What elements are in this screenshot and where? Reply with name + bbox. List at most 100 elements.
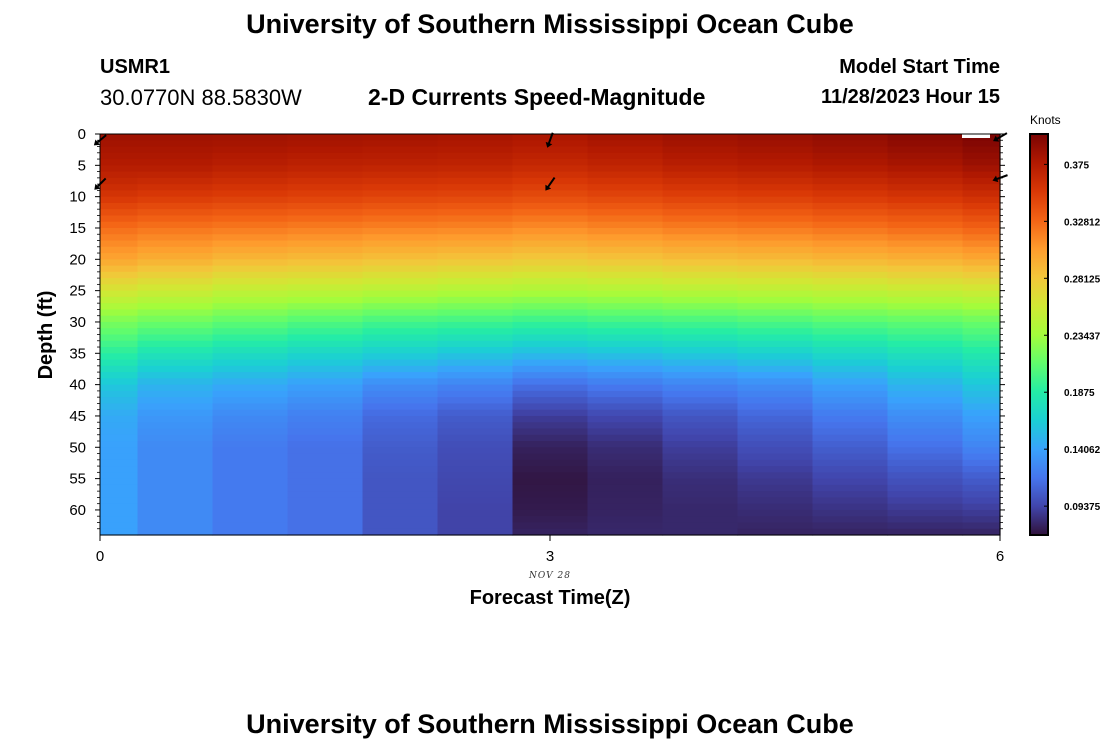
heatmap-cell [587,227,664,235]
colorbar-tick-label: 0.09375 [1064,502,1100,513]
heatmap-cell [662,365,739,373]
heatmap-cell [362,516,439,524]
heatmap-cell [887,227,964,235]
heatmap-cell [962,259,1001,267]
heatmap-cell [100,171,139,179]
heatmap-cell [962,227,1001,235]
heatmap-cell [962,221,1001,229]
heatmap-cell [587,397,664,405]
heatmap-cell [212,315,289,323]
heatmap-cell [100,334,139,342]
heatmap-cell [512,428,589,436]
heatmap-cell [812,146,889,154]
heatmap-cell [212,284,289,292]
heatmap-cell [662,246,739,254]
heatmap-cell [137,177,214,185]
heatmap-cell [737,415,814,423]
heatmap-cell [437,459,514,467]
colorbar-gradient [1029,133,1049,536]
heatmap-cell [737,390,814,398]
heatmap-cell [212,328,289,336]
heatmap-cell [100,190,139,198]
heatmap-cell [812,484,889,492]
heatmap-cell [662,428,739,436]
heatmap-cell [587,240,664,248]
heatmap-cell [137,227,214,235]
heatmap-cell [512,459,589,467]
heatmap-cell [212,196,289,204]
heatmap-cell [287,140,364,148]
heatmap-cell [587,140,664,148]
heatmap-cell [962,478,1001,486]
heatmap-cell [362,359,439,367]
heatmap-cell [512,372,589,379]
heatmap-cell [137,140,214,148]
heatmap-cell [737,441,814,448]
heatmap-cell [587,184,664,191]
heatmap-cell [362,202,439,210]
heatmap-cell [100,209,139,217]
heatmap-cell [287,177,364,185]
chart-title: University of Southern Mississippi Ocean… [246,9,854,39]
heatmap-cell [737,365,814,373]
heatmap-cell [587,328,664,336]
white-marker [962,134,990,138]
heatmap-cell [662,422,739,430]
heatmap-cell [512,403,589,411]
heatmap-cell [962,321,1001,329]
heatmap-cell [362,390,439,398]
heatmap-cell [812,459,889,467]
heatmap-cell [137,516,214,524]
heatmap-cell [512,171,589,179]
heatmap-cell [362,497,439,505]
heatmap-cell [437,328,514,336]
heatmap-cell [887,234,964,242]
heatmap-cell [100,240,139,248]
heatmap-cell [812,491,889,499]
heatmap-cell [887,240,964,248]
colorbar-tick-label: 0.140625 [1064,445,1100,456]
heatmap-cell [100,434,139,442]
heatmap-cell [137,234,214,242]
heatmap-cell [212,253,289,260]
heatmap-cell [962,290,1001,298]
heatmap-cell [437,334,514,342]
heatmap-cell [512,215,589,223]
heatmap-cell [587,303,664,311]
heatmap-cell [662,240,739,248]
heatmap-cell [437,140,514,148]
heatmap-cell [662,265,739,273]
heatmap-cell [512,478,589,486]
heatmap-cell [137,265,214,273]
heatmap-cell [887,528,964,536]
heatmap-cell [287,497,364,505]
heatmap-cell [512,202,589,210]
x-axis-label: Forecast Time(Z) [470,587,631,609]
heatmap-cell [812,434,889,442]
heatmap-cell [137,340,214,348]
heatmap-cell [100,390,139,398]
heatmap-cell [437,303,514,311]
heatmap-cell [212,140,289,148]
heatmap-cell [100,384,139,392]
heatmap-cell [212,478,289,486]
heatmap-cell [587,259,664,267]
heatmap-cell [887,259,964,267]
heatmap-cell [962,491,1001,499]
heatmap-cell [812,359,889,367]
heatmap-cell [512,284,589,292]
heatmap-cell [287,472,364,480]
heatmap-cell [962,347,1001,354]
heatmap-cell [812,221,889,229]
heatmap-cell [887,284,964,292]
heatmap-cell [287,365,364,373]
heatmap-cell [437,365,514,373]
heatmap-cell [212,353,289,361]
heatmap-cell [212,146,289,154]
heatmap-cell [287,409,364,417]
heatmap-cell [962,384,1001,392]
heatmap-cell [812,403,889,411]
heatmap-cell [287,503,364,511]
heatmap-cell [362,522,439,530]
heatmap-cell [287,491,364,499]
